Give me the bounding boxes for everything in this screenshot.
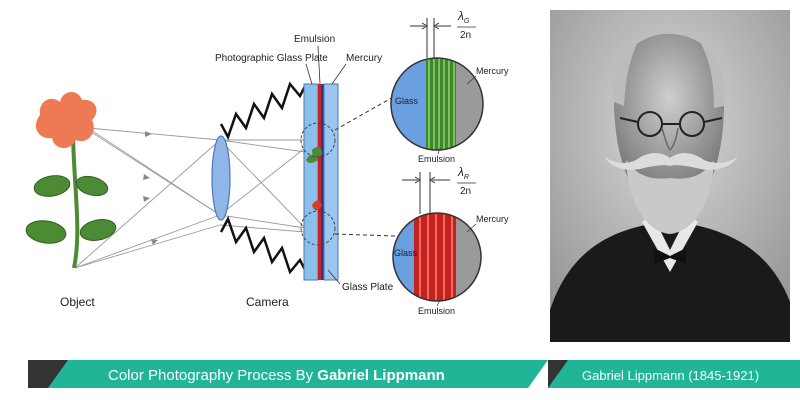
camera-bellows <box>219 81 307 275</box>
photographic-plate <box>300 83 396 281</box>
inset-green-glass-label: Glass <box>395 96 419 106</box>
inset-red-emulsion-label: Emulsion <box>418 306 455 316</box>
glass-plate-bottom-label: Glass Plate <box>342 282 394 293</box>
emulsion-top-label: Emulsion <box>294 34 335 45</box>
glass-plate <box>303 83 319 281</box>
lambda-r-denominator: 2n <box>460 186 471 197</box>
inset-red-glass-label: Glass <box>394 248 418 258</box>
lambda-g-denominator: 2n <box>460 30 471 41</box>
lambda-r: λR <box>457 165 469 181</box>
emulsion-layer <box>318 84 321 280</box>
beard <box>626 160 714 234</box>
leaf <box>25 220 67 244</box>
head <box>613 33 725 194</box>
lippmann-portrait <box>550 10 790 342</box>
camera-lens <box>211 135 231 221</box>
spectacles <box>619 111 723 137</box>
lippmann-process-diagram: Object Camera Emulsion Photographic Glas… <box>25 9 509 316</box>
flower-blossom <box>35 91 97 149</box>
leaf <box>33 175 71 197</box>
photographic-glass-plate-label: Photographic Glass Plate <box>215 53 328 64</box>
mercury-top-label: Mercury <box>346 53 382 64</box>
object-flower <box>25 91 117 269</box>
inset-green: λG 2n Glass Mercury Emulsion <box>390 9 509 164</box>
leaf <box>75 175 109 197</box>
inset-green-mercury-label: Mercury <box>476 66 509 76</box>
ray-arrows <box>143 131 158 245</box>
lambda-g: λG <box>457 9 470 25</box>
caption-banner: Color Photography Process By Gabriel Lip… <box>28 360 800 388</box>
object-label: Object <box>60 295 95 309</box>
mustache <box>604 153 738 170</box>
hair <box>612 42 725 108</box>
mercury-layer <box>323 83 339 281</box>
leaf <box>79 219 117 241</box>
banner-title: Color Photography Process By Gabriel Lip… <box>108 367 445 384</box>
coat <box>550 224 790 342</box>
inset-green-emulsion-label: Emulsion <box>418 154 455 164</box>
banner-caption: Gabriel Lippmann (1845-1921) <box>582 368 759 383</box>
camera-label: Camera <box>246 295 289 309</box>
inset-red: λR 2n Glass Mercury Emulsion <box>392 165 509 316</box>
bow-tie <box>654 248 686 264</box>
inset-red-mercury-label: Mercury <box>476 214 509 224</box>
